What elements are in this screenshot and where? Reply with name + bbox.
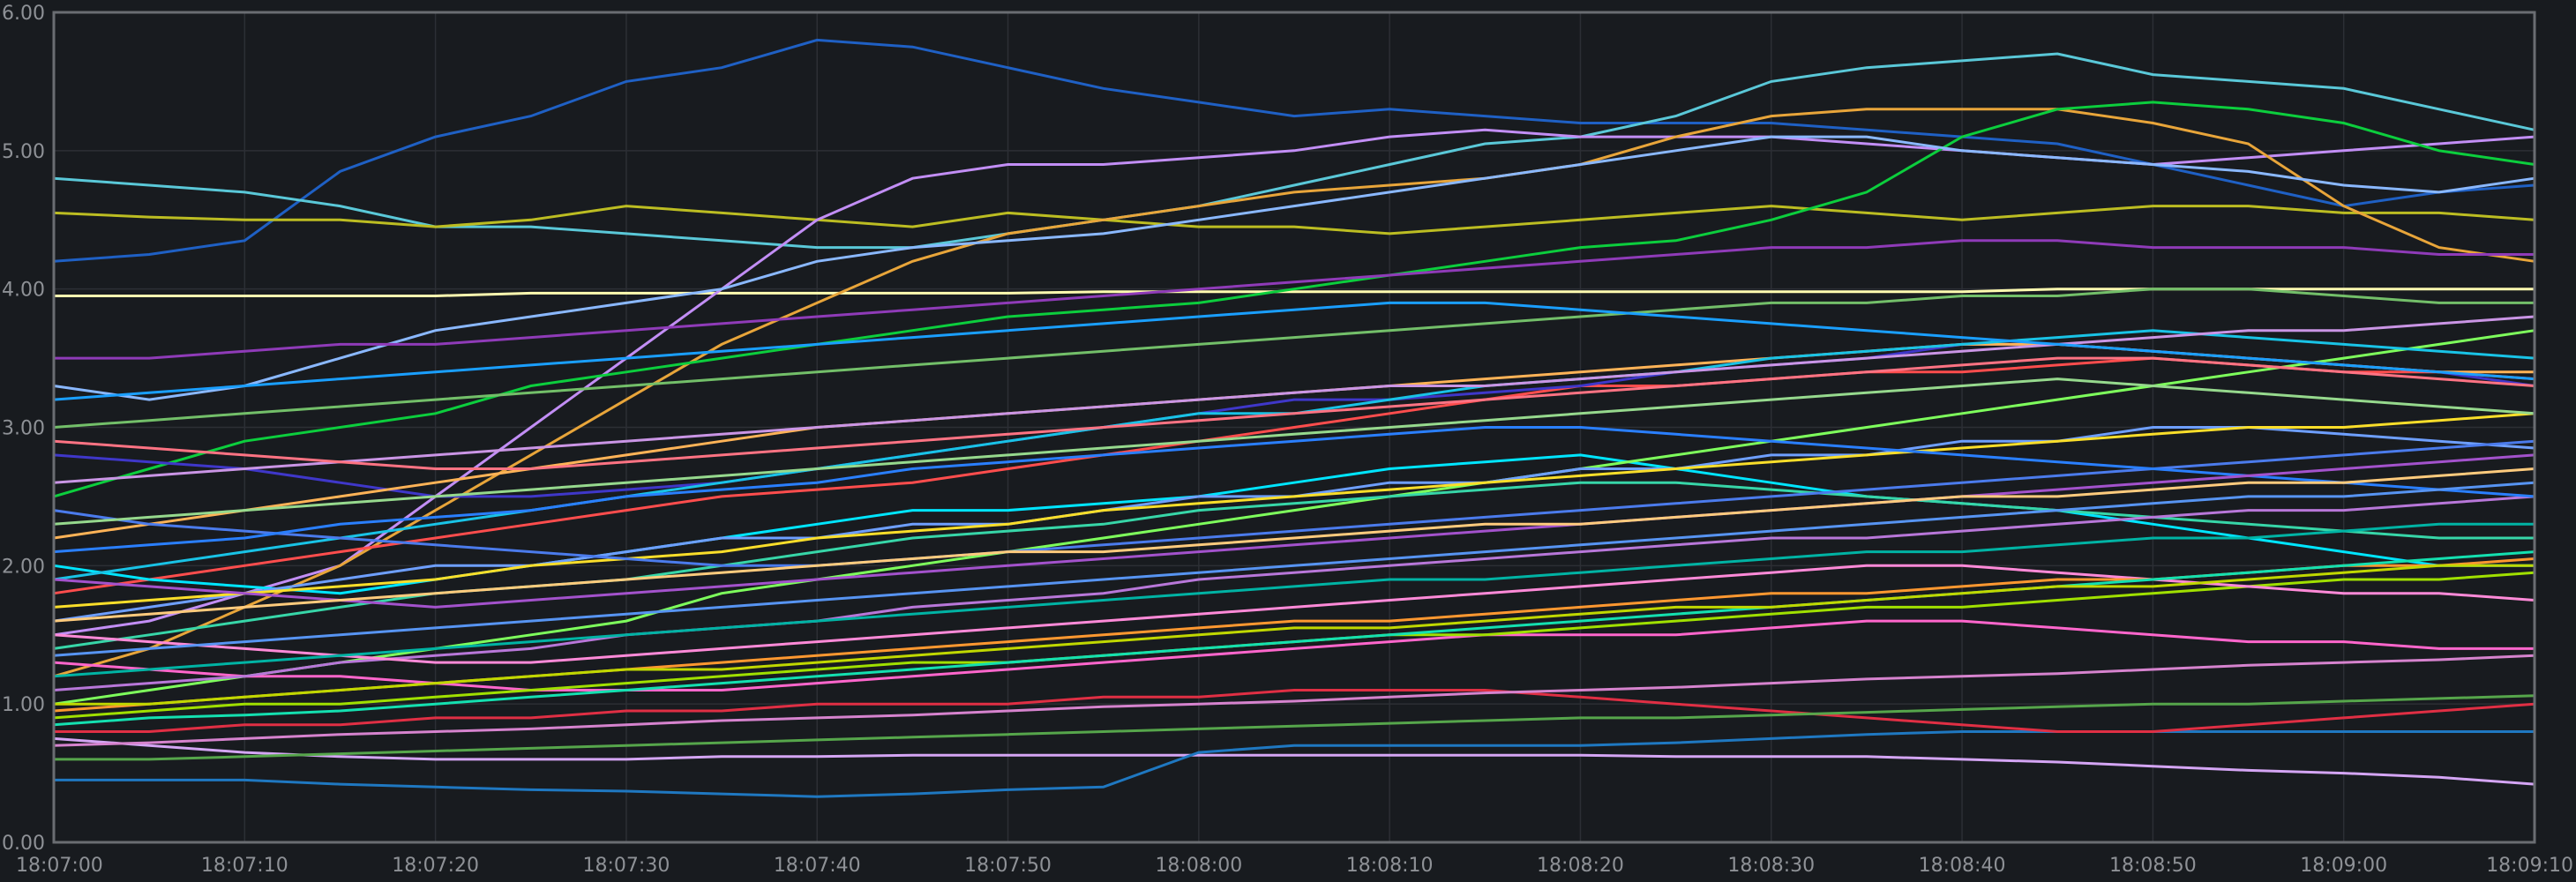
x-tick-label: 18:07:20 (392, 855, 479, 877)
x-tick-label: 18:07:40 (774, 855, 861, 877)
y-tick-label: 1.00 (2, 694, 45, 716)
y-tick-label: 3.00 (2, 418, 45, 440)
series-line-13 (53, 329, 2535, 706)
series-line-7 (53, 101, 2535, 498)
y-tick-label: 5.00 (2, 141, 45, 163)
series-line-30 (53, 522, 2535, 678)
x-tick-label: 18:07:50 (964, 855, 1052, 877)
series-line-35 (53, 481, 2535, 657)
x-tick-label: 18:09:10 (2486, 855, 2573, 877)
series-line-21 (53, 495, 2535, 691)
x-tick-label: 18:08:00 (1155, 855, 1242, 877)
x-tick-label: 18:09:00 (2300, 855, 2387, 877)
series-line-38 (53, 453, 2535, 609)
x-tick-label: 18:08:40 (1919, 855, 2006, 877)
series-line-2 (53, 205, 2535, 235)
series-line-28 (53, 288, 2535, 429)
plot-frame (52, 11, 2536, 844)
series-line-9 (53, 736, 2535, 786)
series-line-24 (54, 694, 2535, 761)
series-line-0 (53, 38, 2535, 263)
y-tick-label: 6.00 (2, 3, 45, 25)
series-line-37 (53, 550, 2535, 727)
y-tick-label: 2.00 (2, 556, 45, 578)
x-tick-label: 18:08:50 (2109, 855, 2197, 877)
series-line-18 (54, 689, 2535, 733)
series-line-26 (53, 439, 2535, 567)
series-line-39 (54, 564, 2535, 706)
y-tick-label: 4.00 (2, 280, 45, 302)
series-line-27 (53, 564, 2535, 664)
series-line-33 (53, 654, 2535, 747)
x-tick-label: 18:07:30 (583, 855, 670, 877)
series-line-32 (53, 426, 2535, 554)
x-tick-label: 18:08:20 (1537, 855, 1624, 877)
series-line-25 (53, 412, 2535, 609)
series-lines (53, 38, 2535, 844)
x-axis-ticks: 18:07:00 18:07:10 18:07:20 18:07:30 18:07:40… (16, 855, 2573, 877)
y-axis-ticks: 0.00 1.00 2.00 3.00 4.00 5.00 6.00 (2, 3, 45, 855)
x-tick-label: 18:08:30 (1727, 855, 1815, 877)
series-line-29 (53, 315, 2535, 484)
series-line-11 (53, 356, 2535, 595)
series-line-6 (53, 108, 2535, 678)
series-line-40 (53, 301, 2535, 401)
x-tick-label: 18:07:00 (16, 855, 103, 877)
series-line-41 (53, 467, 2535, 623)
x-tick-label: 18:07:10 (201, 855, 288, 877)
series-line-8 (53, 135, 2535, 401)
series-line-23 (54, 239, 2535, 360)
series-line-4 (54, 288, 2535, 297)
x-tick-label: 18:08:10 (1346, 855, 1434, 877)
series-line-36 (53, 356, 2535, 470)
series-line-14 (53, 619, 2535, 691)
series-line-34 (53, 377, 2535, 526)
series-line-1 (53, 52, 2535, 250)
y-tick-label: 0.00 (2, 833, 45, 855)
